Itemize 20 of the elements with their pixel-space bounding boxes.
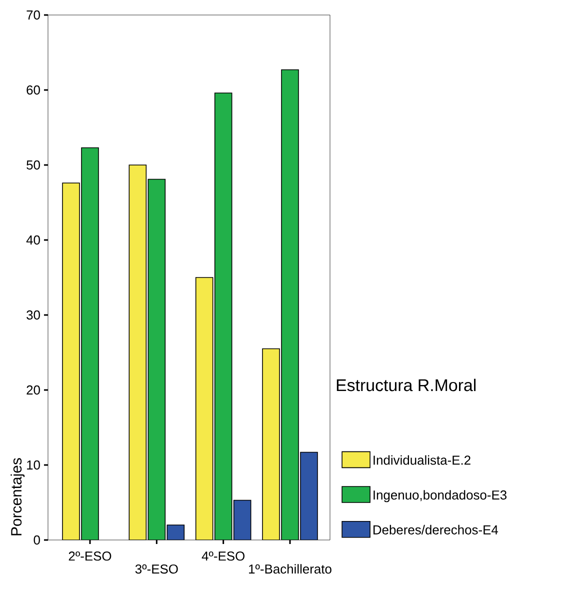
y-tick-label: 0	[34, 535, 40, 545]
y-tick-label: 30	[26, 310, 40, 320]
y-axis-title: Porcentajes	[10, 458, 25, 536]
legend-label: Deberes/derechos-E4	[373, 524, 498, 534]
y-tick-label: 70	[26, 10, 40, 20]
x-tick-label: 1º-Bachillerato	[249, 564, 332, 574]
bar	[233, 500, 252, 540]
legend-label: Ingenuo,bondadoso-E3	[374, 490, 507, 502]
y-tick-label: 40	[26, 235, 40, 245]
x-tick-label: 2º-ESO	[68, 551, 112, 561]
y-tick-label: 60	[26, 85, 40, 95]
x-tick-label: 3º-ESO	[135, 564, 178, 574]
legend-title: Estructura R.Moral	[336, 378, 476, 392]
y-tick-label: 20	[26, 385, 40, 395]
y-tick-label: 10	[27, 460, 40, 470]
x-tick-label: 4º-ESO	[202, 551, 245, 561]
bar	[300, 452, 318, 540]
bar	[166, 524, 185, 540]
y-tick-label: 50	[26, 160, 40, 170]
legend-label: Individualista-E.2	[374, 455, 470, 465]
